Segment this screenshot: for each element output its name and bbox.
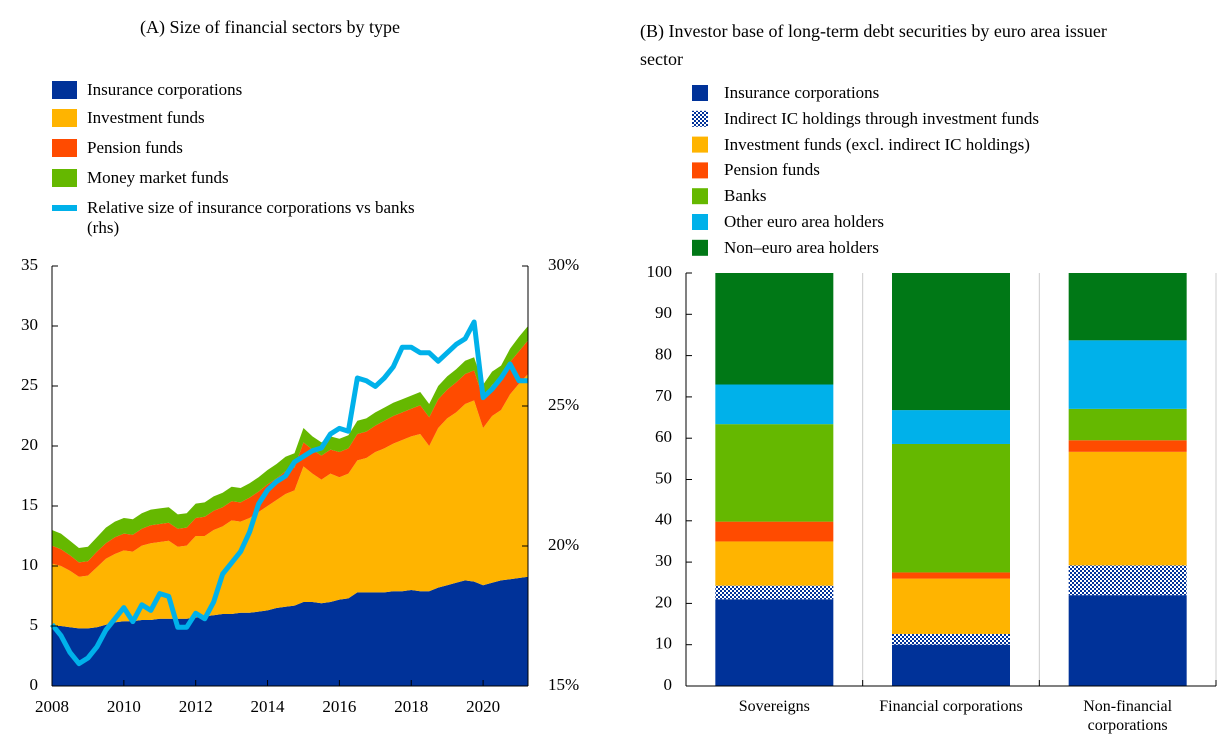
x-tick-label: 2008 [35, 697, 69, 716]
y-tick-label: 10 [21, 555, 38, 574]
bar-segment [892, 273, 1010, 411]
y-tick-label: 5 [30, 615, 39, 634]
bar-segment [715, 273, 834, 385]
bar-segment [715, 599, 834, 686]
x-tick-label: Sovereigns [738, 698, 810, 715]
y-tick-label: 25 [21, 375, 38, 394]
x-tick-label: Non-financial corporations [1083, 698, 1173, 734]
x-tick-label: 2014 [251, 697, 286, 716]
legend-swatch [692, 239, 708, 256]
legend-label: Insurance corporations [87, 80, 243, 99]
legend-label: Insurance corporations [724, 83, 880, 102]
bar-segment [715, 384, 834, 425]
legend-swatch [692, 162, 708, 179]
x-tick-label: 2020 [466, 697, 500, 716]
y-tick-label: 0 [30, 675, 39, 694]
area [52, 374, 528, 629]
bar-segment [892, 410, 1010, 444]
y2-tick-label: 25% [548, 395, 579, 414]
legend-label: Non–euro area holders [724, 237, 879, 257]
bar-segment [1068, 440, 1187, 452]
x-tick-label: 2016 [322, 697, 356, 716]
legend-swatch [692, 136, 708, 153]
y-tick-label: 20 [655, 592, 672, 611]
chart-title: (A) Size of financial sectors by type [140, 17, 400, 37]
area [52, 576, 528, 686]
legend-swatch [52, 109, 77, 127]
y2-tick-label: 20% [548, 535, 579, 554]
y2-tick-label: 15% [548, 675, 579, 694]
bar-segment [1068, 595, 1187, 686]
bar-segment [1068, 273, 1187, 341]
bar-segment [1068, 340, 1187, 409]
legend-swatch [692, 110, 708, 127]
bar-segment [892, 644, 1010, 686]
y-tick-label: 10 [655, 634, 672, 653]
y-tick-label: 30 [21, 315, 38, 334]
y-tick-label: 35 [21, 255, 38, 274]
bar-segment [892, 633, 1010, 645]
y-tick-label: 90 [655, 303, 672, 322]
bar-segment [892, 572, 1010, 579]
legend-label: Other euro area holders [724, 212, 885, 231]
bar-segment [892, 443, 1010, 573]
legend-swatch [692, 188, 708, 205]
y-tick-label: 60 [655, 427, 672, 446]
legend-swatch [692, 214, 708, 230]
x-tick-label: 2018 [394, 697, 428, 716]
bar-segment [1068, 565, 1187, 596]
legend-label: Investment funds [87, 108, 205, 127]
legend-label: Money market funds [87, 168, 229, 187]
area [52, 340, 528, 577]
y-tick-label: 20 [21, 435, 38, 454]
legend-label: Relative size of insurance corporations … [87, 198, 415, 237]
line [50, 319, 528, 667]
bar-segment [1068, 408, 1187, 441]
bar-segment [715, 521, 834, 542]
x-tick-label: Financial corporations [879, 698, 1023, 715]
legend-label: Pension funds [724, 160, 820, 180]
legend-label: Banks [724, 186, 767, 206]
legend-label: Pension funds [87, 138, 183, 157]
y-tick-label: 100 [647, 262, 673, 281]
y-tick-label: 40 [655, 510, 672, 529]
legend-swatch [52, 81, 77, 99]
legend-swatch [52, 169, 77, 187]
legend-label: Indirect IC holdings through investment … [724, 108, 1039, 128]
y-tick-label: 30 [655, 551, 672, 570]
y-tick-label: 80 [655, 345, 672, 364]
legend-swatch [692, 85, 708, 101]
y2-tick-label: 30% [548, 255, 579, 274]
legend-swatch [52, 139, 77, 157]
y-tick-label: 50 [655, 468, 672, 487]
bar-segment [1068, 451, 1187, 566]
y-tick-label: 70 [655, 386, 672, 405]
y-tick-label: 15 [21, 495, 38, 514]
x-tick-label: 2010 [107, 697, 141, 716]
chart-title: (B) Investor base of long-term debt secu… [640, 21, 1107, 69]
bar-segment [892, 578, 1010, 634]
legend-label: Investment funds (excl. indirect IC hold… [724, 134, 1030, 154]
x-tick-label: 2012 [179, 697, 213, 716]
area [52, 326, 528, 563]
y-tick-label: 0 [664, 675, 673, 694]
bar-segment [715, 585, 834, 600]
bar-segment [715, 541, 834, 586]
bar-segment [715, 424, 834, 522]
